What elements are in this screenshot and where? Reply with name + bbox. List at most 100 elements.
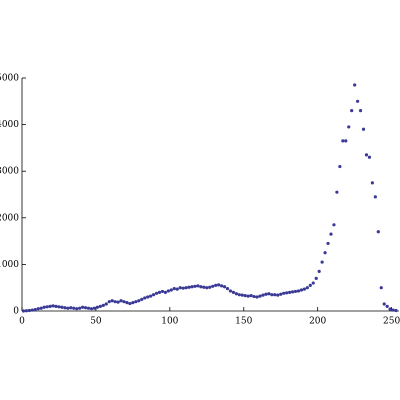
point: [287, 290, 292, 294]
point: [89, 307, 94, 311]
point: [143, 296, 147, 300]
point: [33, 308, 37, 312]
point: [30, 308, 34, 312]
point: [157, 290, 162, 294]
point: [270, 293, 274, 297]
point: [329, 232, 333, 236]
point: [391, 308, 395, 312]
point: [122, 300, 126, 304]
point: [193, 284, 197, 288]
point: [42, 305, 46, 309]
point: [273, 293, 277, 297]
point: [261, 293, 265, 297]
point: [51, 304, 55, 308]
point: [24, 309, 29, 313]
point: [107, 300, 111, 304]
point: [293, 289, 298, 294]
point: [98, 304, 102, 308]
point: [249, 294, 253, 298]
x-tick-label: 250: [383, 317, 400, 327]
point: [373, 195, 377, 199]
point: [367, 155, 372, 159]
point: [356, 99, 360, 103]
point: [95, 305, 99, 309]
point: [160, 289, 165, 294]
x-tick-label: 150: [235, 317, 252, 327]
point: [163, 290, 168, 294]
point: [299, 288, 304, 292]
y-tick-label: 0: [13, 307, 19, 317]
point: [72, 306, 76, 310]
point: [258, 294, 262, 298]
point: [225, 287, 230, 291]
y-tick-label: 2000: [0, 213, 19, 223]
point: [45, 305, 49, 309]
point: [264, 292, 268, 296]
point: [353, 83, 357, 87]
point: [199, 285, 203, 289]
y-tick-label: 1000: [0, 260, 19, 270]
point: [234, 292, 238, 296]
point: [54, 304, 58, 308]
point: [166, 289, 170, 293]
point: [252, 294, 256, 299]
point: [267, 292, 271, 296]
point: [211, 284, 215, 288]
point: [128, 301, 132, 306]
point: [131, 301, 135, 305]
point: [341, 139, 345, 143]
point: [350, 109, 354, 113]
point: [169, 288, 173, 292]
point: [255, 295, 259, 299]
point: [175, 287, 179, 291]
point: [134, 300, 138, 304]
point: [246, 294, 250, 298]
point: [83, 306, 88, 310]
point: [222, 285, 227, 289]
point: [149, 294, 153, 298]
point: [21, 309, 26, 313]
point: [219, 284, 224, 288]
point: [190, 285, 194, 289]
point: [335, 190, 339, 194]
point: [39, 306, 43, 310]
point: [385, 304, 389, 308]
point: [27, 308, 31, 313]
point: [379, 286, 383, 290]
point: [181, 286, 185, 290]
point: [187, 285, 191, 289]
point: [243, 294, 247, 298]
point: [308, 283, 312, 287]
point: [69, 306, 73, 310]
point: [101, 303, 105, 308]
point: [125, 301, 129, 305]
point: [394, 308, 398, 313]
point: [240, 293, 244, 297]
point: [208, 285, 212, 289]
point: [104, 302, 108, 306]
point: [370, 181, 374, 185]
x-tick-label: 200: [309, 317, 326, 327]
point: [196, 284, 200, 288]
point: [110, 299, 114, 303]
point: [361, 127, 366, 131]
point: [86, 306, 91, 310]
point: [388, 307, 392, 311]
point: [137, 299, 141, 303]
point: [302, 287, 306, 291]
point: [279, 292, 283, 296]
point: [296, 289, 301, 293]
point: [63, 306, 67, 310]
point: [344, 139, 348, 143]
point: [113, 300, 117, 304]
point: [290, 290, 295, 294]
point: [48, 304, 52, 308]
point: [364, 153, 369, 157]
point: [81, 305, 85, 309]
point: [338, 164, 342, 169]
point: [347, 125, 351, 129]
x-tick-label: 0: [19, 317, 25, 327]
point: [140, 297, 144, 301]
